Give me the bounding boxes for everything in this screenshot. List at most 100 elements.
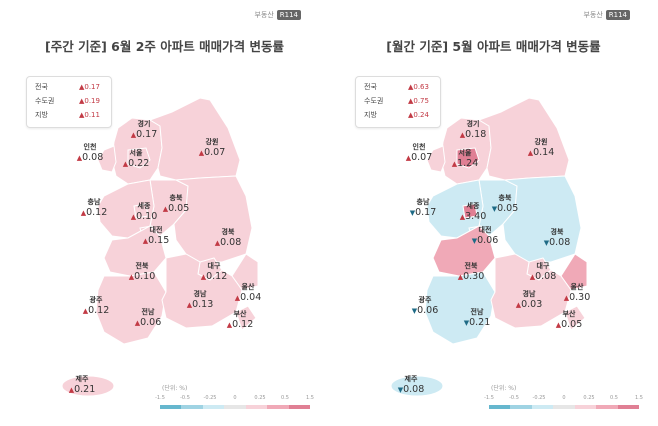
summary-value: ▲0.24: [408, 111, 429, 119]
region-number: 0.21: [74, 384, 96, 395]
region-label: 강원 ▲0.07: [190, 138, 234, 159]
region-name: 서울: [458, 149, 472, 157]
summary-value: ▲0.75: [408, 97, 429, 105]
legend-swatch: [288, 405, 310, 409]
region-label: 서울 ▲1.24: [443, 149, 487, 170]
legend-tick: 0.5: [281, 395, 289, 401]
region-value: ▲0.05: [154, 203, 198, 215]
region-number: 0.05: [497, 203, 519, 214]
region-label: 전남 ▼0.21: [455, 308, 499, 329]
up-arrow-icon: ▲: [459, 131, 466, 139]
region-value: ▲0.18: [451, 129, 495, 141]
region-label: 울산 ▲0.04: [226, 283, 270, 304]
region-인천: [426, 145, 446, 173]
region-name: 울산: [570, 283, 584, 291]
summary-value: ▲0.17: [79, 83, 100, 91]
region-value: ▼0.05: [483, 203, 527, 215]
region-name: 대구: [536, 262, 550, 270]
region-세종: [133, 203, 149, 219]
up-arrow-icon: ▲: [186, 301, 193, 309]
down-arrow-icon: ▼: [411, 307, 418, 315]
region-value: ▲3.40: [451, 211, 495, 223]
summary-region: 지방: [35, 111, 48, 119]
region-value: ▲0.12: [192, 271, 236, 283]
region-value: ▲0.22: [114, 158, 158, 170]
up-arrow-icon: ▲: [128, 273, 135, 281]
region-label: 경남 ▲0.03: [507, 290, 551, 311]
region-name: 전남: [470, 308, 484, 316]
region-name: 경기: [466, 120, 480, 128]
summary-row: 전국 ▲0.17: [35, 80, 105, 94]
region-name: 전남: [141, 308, 155, 316]
legend-bar: [160, 405, 310, 409]
region-number: 0.12: [206, 271, 228, 282]
up-arrow-icon: ▲: [527, 149, 534, 157]
region-number: 0.08: [82, 152, 104, 163]
region-name: 경북: [550, 228, 564, 236]
region-value: ▼0.21: [455, 317, 499, 329]
down-arrow-icon: ▼: [463, 319, 470, 327]
region-name: 충북: [169, 194, 183, 202]
region-label: 세종 ▲3.40: [451, 202, 495, 223]
region-label: 경북 ▼0.08: [535, 228, 579, 249]
legend-tick: 1.5: [306, 395, 314, 401]
region-value: ▲0.17: [122, 129, 166, 141]
up-arrow-icon: ▲: [200, 273, 207, 281]
legend-tick: -1.5: [484, 395, 494, 401]
up-arrow-icon: ▲: [134, 319, 141, 327]
region-value: ▲1.24: [443, 158, 487, 170]
down-arrow-icon: ▼: [397, 386, 404, 394]
legend-tick: 0: [562, 395, 566, 401]
region-number: 0.12: [86, 207, 108, 218]
region-number: 0.12: [88, 305, 110, 316]
region-value: ▼0.08: [535, 237, 579, 249]
region-value: ▲0.30: [555, 292, 599, 304]
region-name: 제주: [404, 375, 418, 383]
logo-text: 부동산: [254, 11, 274, 19]
region-value: ▲0.15: [134, 235, 178, 247]
region-서울: [127, 147, 151, 169]
region-value: ▲0.05: [547, 319, 591, 331]
logo-text: 부동산: [583, 11, 603, 19]
up-arrow-icon: ▲: [162, 205, 169, 213]
region-name: 인천: [83, 143, 97, 151]
legend-tick: -0.5: [180, 395, 190, 401]
legend-ticks: -1.5 -0.5 -0.25 0 0.25 0.5 1.5: [155, 395, 314, 403]
region-label: 경기 ▲0.18: [451, 120, 495, 141]
legend-unit: (단위: %): [162, 385, 188, 392]
region-number: 0.08: [403, 384, 425, 395]
region-label: 세종 ▲ 0.10: [122, 202, 166, 223]
region-number: 0.06: [477, 235, 499, 246]
up-arrow-icon: ▲: [76, 154, 83, 162]
region-value: ▼0.06: [403, 305, 447, 317]
region-부산: [235, 305, 257, 331]
region-name: 대전: [478, 226, 492, 234]
region-인천: [97, 145, 117, 173]
region-value: ▲0.08: [68, 152, 112, 164]
region-label: 대전 ▼0.06: [463, 226, 507, 247]
region-name: 세종: [137, 202, 151, 210]
up-arrow-icon: ▲: [451, 160, 458, 168]
korea-map: [390, 97, 588, 397]
region-name: 부산: [562, 310, 576, 318]
region-name: 충북: [498, 194, 512, 202]
legend-bar: [489, 405, 639, 409]
region-value: ▲0.08: [521, 271, 565, 283]
region-number: 0.12: [232, 319, 254, 330]
region-value: ▼0.17: [401, 207, 445, 219]
region-name: 서울: [129, 149, 143, 157]
region-name: 강원: [205, 138, 219, 146]
summary-value: ▲0.63: [408, 83, 429, 91]
up-arrow-icon: ▲: [555, 321, 562, 329]
legend-swatch: [574, 405, 597, 409]
region-name: 부산: [233, 310, 247, 318]
region-number: 0.05: [168, 203, 190, 214]
region-number: 0.10: [136, 211, 158, 222]
summary-row: 전국 ▲0.63: [364, 80, 434, 94]
legend-swatch: [489, 405, 511, 409]
region-name: 대전: [149, 226, 163, 234]
region-label: 제주 ▲0.21: [60, 375, 104, 396]
region-number: 0.30: [463, 271, 485, 282]
summary-row: 수도권 ▲0.75: [364, 94, 434, 108]
region-value: ▲0.21: [60, 384, 104, 396]
